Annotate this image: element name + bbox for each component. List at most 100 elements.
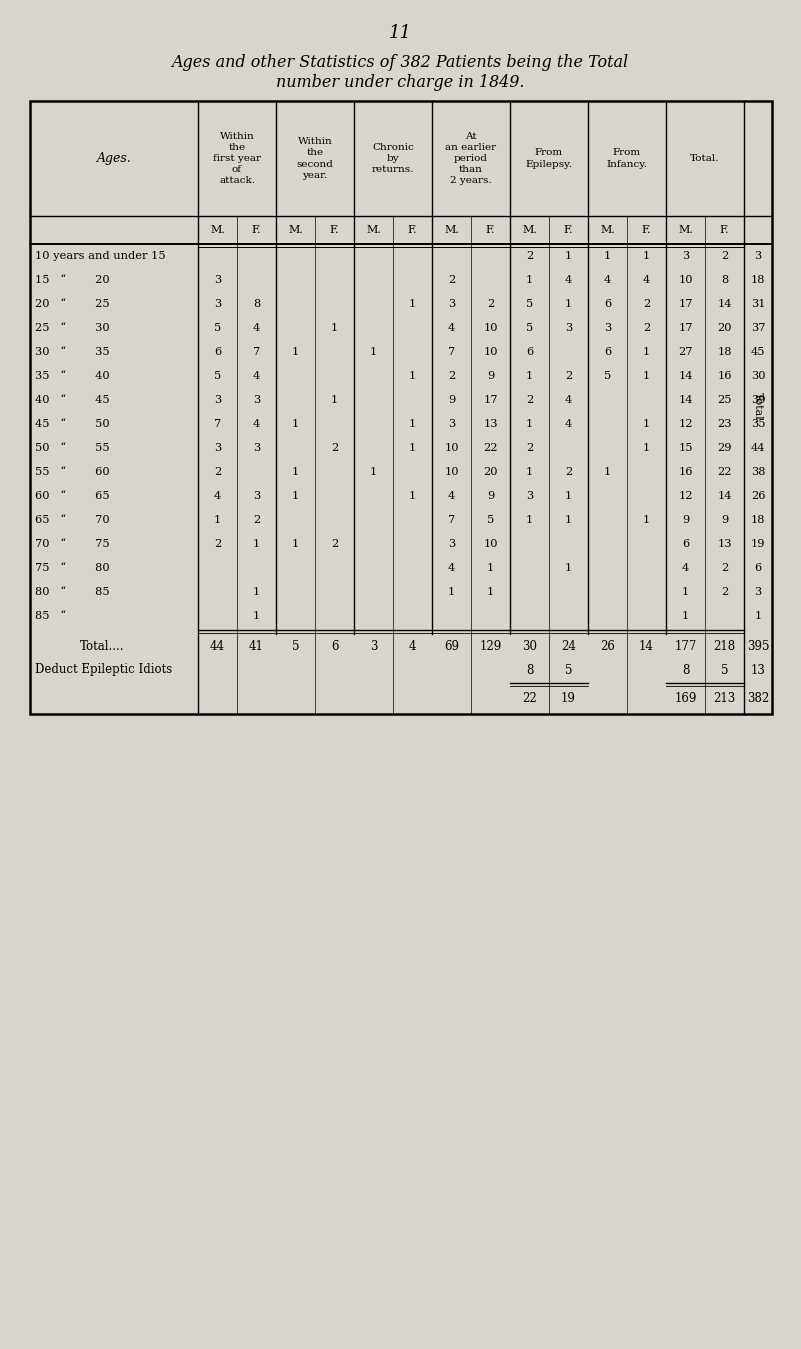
Text: 1: 1 <box>682 611 689 621</box>
Text: 1: 1 <box>565 491 572 500</box>
Text: 4: 4 <box>253 322 260 333</box>
Text: 218: 218 <box>714 639 735 653</box>
Text: 4: 4 <box>604 275 611 285</box>
Text: 10: 10 <box>483 322 497 333</box>
Text: 22: 22 <box>717 467 732 478</box>
Text: 3: 3 <box>604 322 611 333</box>
Text: 2: 2 <box>643 322 650 333</box>
Text: 11: 11 <box>388 24 412 42</box>
Text: 3: 3 <box>526 491 533 500</box>
Text: 2: 2 <box>487 299 494 309</box>
Text: 6: 6 <box>604 347 611 357</box>
Text: 8: 8 <box>721 275 728 285</box>
Text: 4: 4 <box>565 395 572 405</box>
Text: 2: 2 <box>448 371 455 380</box>
Text: 3: 3 <box>370 639 377 653</box>
Text: 3: 3 <box>755 251 762 260</box>
Text: 17: 17 <box>678 299 693 309</box>
Text: 27: 27 <box>678 347 693 357</box>
Text: 9: 9 <box>721 515 728 525</box>
Text: 395: 395 <box>747 639 769 653</box>
Text: 13: 13 <box>717 540 732 549</box>
Text: 2: 2 <box>643 299 650 309</box>
Text: 26: 26 <box>751 491 765 500</box>
Text: 4: 4 <box>448 563 455 573</box>
Text: 8: 8 <box>253 299 260 309</box>
Text: 3: 3 <box>253 442 260 453</box>
Text: Within
the
first year
of
attack.: Within the first year of attack. <box>213 132 261 185</box>
Text: 1: 1 <box>253 611 260 621</box>
Text: 1: 1 <box>526 371 533 380</box>
Text: 30: 30 <box>522 639 537 653</box>
Text: 1: 1 <box>214 515 221 525</box>
Text: 19: 19 <box>561 692 576 704</box>
Text: 30   “        35: 30 “ 35 <box>35 347 110 357</box>
Text: 50   “        55: 50 “ 55 <box>35 442 110 453</box>
Text: 22: 22 <box>483 442 497 453</box>
Text: 129: 129 <box>479 639 501 653</box>
Text: 5: 5 <box>721 664 728 676</box>
Text: 6: 6 <box>214 347 221 357</box>
Text: 2: 2 <box>526 442 533 453</box>
Text: 3: 3 <box>214 442 221 453</box>
Text: 2: 2 <box>331 540 338 549</box>
Text: 3: 3 <box>755 587 762 598</box>
Text: 16: 16 <box>717 371 732 380</box>
Text: 1: 1 <box>370 347 377 357</box>
Text: 1: 1 <box>604 251 611 260</box>
Text: M.: M. <box>366 225 381 235</box>
Text: 1: 1 <box>409 299 417 309</box>
Text: 2: 2 <box>214 467 221 478</box>
Text: 69: 69 <box>444 639 459 653</box>
Text: 1: 1 <box>292 347 299 357</box>
Text: 1: 1 <box>409 442 417 453</box>
Text: 10 years and under 15: 10 years and under 15 <box>35 251 166 260</box>
Text: 2: 2 <box>526 251 533 260</box>
Text: 4: 4 <box>643 275 650 285</box>
Text: 12: 12 <box>678 420 693 429</box>
Text: 7: 7 <box>448 347 455 357</box>
Text: 35: 35 <box>751 420 765 429</box>
Text: 9: 9 <box>487 371 494 380</box>
Text: 1: 1 <box>526 275 533 285</box>
Text: 3: 3 <box>214 299 221 309</box>
Text: 25: 25 <box>717 395 732 405</box>
Text: 45   “        50: 45 “ 50 <box>35 420 110 429</box>
Text: 7: 7 <box>448 515 455 525</box>
Text: 37: 37 <box>751 322 765 333</box>
Text: 40   “        45: 40 “ 45 <box>35 395 110 405</box>
Text: 1: 1 <box>643 515 650 525</box>
Text: 8: 8 <box>525 664 533 676</box>
Text: 5: 5 <box>292 639 300 653</box>
Text: 1: 1 <box>253 587 260 598</box>
Text: 18: 18 <box>751 515 765 525</box>
Text: From
Epilepsy.: From Epilepsy. <box>525 148 573 169</box>
Text: 4: 4 <box>682 563 689 573</box>
Text: 2: 2 <box>331 442 338 453</box>
Text: 3: 3 <box>448 299 455 309</box>
Text: 5: 5 <box>565 664 572 676</box>
Text: 1: 1 <box>448 587 455 598</box>
Text: 55   “        60: 55 “ 60 <box>35 467 110 478</box>
Text: 1: 1 <box>487 563 494 573</box>
Text: 44: 44 <box>751 442 765 453</box>
Text: 2: 2 <box>565 467 572 478</box>
Text: 25   “        30: 25 “ 30 <box>35 322 110 333</box>
Text: 5: 5 <box>214 371 221 380</box>
Text: 3: 3 <box>448 420 455 429</box>
Text: 30: 30 <box>751 371 765 380</box>
Text: 6: 6 <box>755 563 762 573</box>
Text: 1: 1 <box>409 371 417 380</box>
Text: 5: 5 <box>526 322 533 333</box>
Text: 17: 17 <box>678 322 693 333</box>
Text: 5: 5 <box>487 515 494 525</box>
Text: 65   “        70: 65 “ 70 <box>35 515 110 525</box>
Text: 44: 44 <box>210 639 225 653</box>
Text: M.: M. <box>210 225 225 235</box>
Text: Deduct Epileptic Idiots: Deduct Epileptic Idiots <box>35 664 172 676</box>
Text: Ages.: Ages. <box>97 152 131 165</box>
Text: 41: 41 <box>249 639 264 653</box>
Text: M.: M. <box>288 225 303 235</box>
Text: 2: 2 <box>253 515 260 525</box>
Text: M.: M. <box>678 225 693 235</box>
